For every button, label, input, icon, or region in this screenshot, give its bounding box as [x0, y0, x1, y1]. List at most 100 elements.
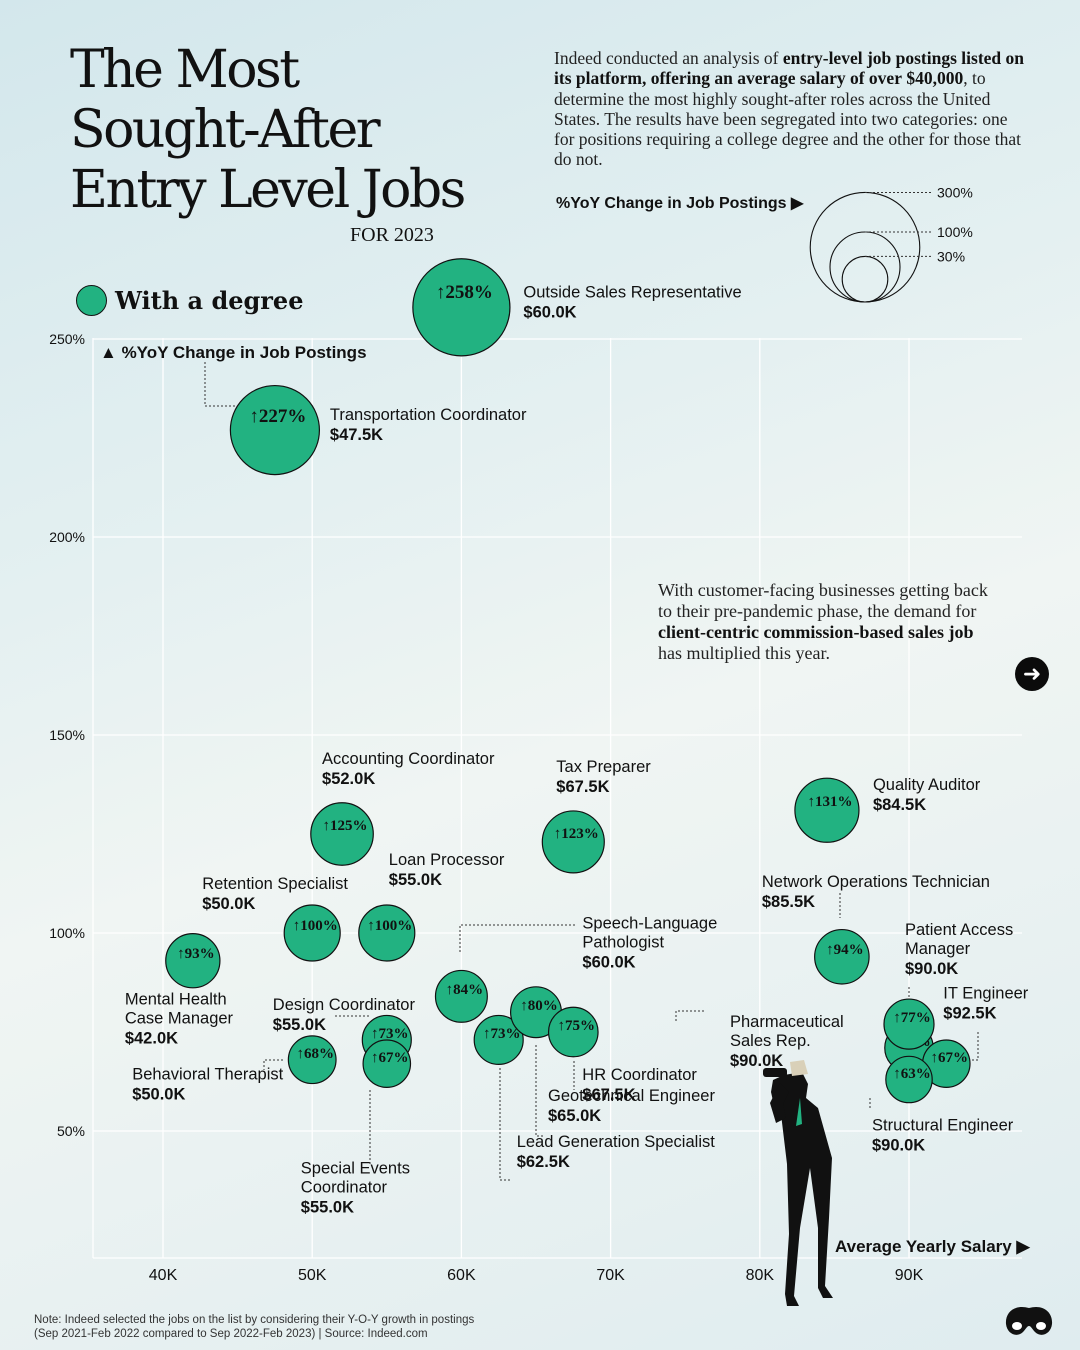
annotation-part: With customer-facing businesses getting …: [658, 580, 988, 621]
point-salary-label: $42.0K: [125, 1030, 178, 1048]
x-tick-label: 70K: [596, 1267, 625, 1284]
point-salary-label: $55.0K: [273, 1016, 326, 1034]
point-name-label: Outside Sales Representative: [523, 283, 741, 301]
size-legend-label: 100%: [937, 224, 973, 240]
bubble-value-label: ↑75%: [558, 1018, 596, 1034]
point-name-label: Case Manager: [125, 1010, 234, 1028]
bubble-value-label: ↑73%: [483, 1026, 521, 1042]
bubble: [885, 1055, 933, 1104]
point-name-label: Structural Engineer: [872, 1117, 1014, 1135]
point-name-label: Pathologist: [582, 933, 664, 951]
bubble-value-label: ↑77%: [893, 1010, 931, 1026]
triangle-up-icon: ▲: [100, 343, 117, 362]
point-salary-label: $52.0K: [322, 770, 375, 788]
y-tick-label: 150%: [49, 727, 85, 743]
point-salary-label: $55.0K: [301, 1199, 354, 1217]
y-axis-label: ▲ %YoY Change in Job Postings: [100, 343, 367, 363]
bubble: [814, 928, 870, 985]
bubble: [287, 1035, 337, 1085]
x-tick-label: 90K: [895, 1267, 924, 1284]
leader-line: [675, 1010, 705, 1021]
bubble-value-label: ↑123%: [554, 826, 599, 842]
point-salary-label: $60.0K: [523, 303, 576, 321]
point-salary-label: $65.0K: [548, 1107, 601, 1125]
point-name-label: Accounting Coordinator: [322, 750, 495, 768]
bubble-value-label: ↑63%: [893, 1066, 931, 1082]
bubble-value-label: ↑84%: [446, 982, 484, 998]
y-tick-label: 50%: [57, 1123, 85, 1139]
size-legend-circle: [809, 191, 921, 303]
x-tick-label: 50K: [298, 1267, 327, 1284]
x-tick-label: 60K: [447, 1267, 476, 1284]
point-salary-label: $50.0K: [132, 1086, 185, 1104]
point-name-label: Network Operations Technician: [762, 873, 990, 891]
bubble: [362, 1039, 412, 1088]
annotation-text: With customer-facing businesses getting …: [658, 580, 988, 664]
size-legend-label: 300%: [937, 184, 973, 200]
point-name-label: Behavioral Therapist: [132, 1066, 283, 1084]
point-salary-label: $85.5K: [762, 893, 815, 911]
point-salary-label: $90.0K: [730, 1052, 783, 1070]
bubble-value-label: ↑131%: [807, 794, 852, 810]
title-year: FOR 2023: [350, 224, 434, 246]
leader-line: [459, 924, 575, 952]
bubble: [541, 810, 605, 874]
bubble: [794, 777, 860, 843]
y-tick-label: 100%: [49, 925, 85, 941]
size-legend-title-text: %YoY Change in Job Postings: [556, 195, 787, 212]
leader-line: [962, 1032, 979, 1061]
leader-line: [499, 1068, 510, 1181]
brand-logo-icon: [1005, 1306, 1053, 1335]
x-tick-label: 80K: [746, 1267, 775, 1284]
bubble-value-label: ↑73%: [371, 1026, 409, 1042]
bubble-value-label: ↑227%: [249, 406, 306, 427]
point-name-label: Loan Processor: [389, 851, 505, 869]
point-name-label: Sales Rep.: [730, 1032, 811, 1050]
point-salary-label: $62.5K: [517, 1153, 570, 1171]
page-title: The Most Sought-After Entry Level Jobs: [70, 40, 466, 220]
bubble: [883, 998, 935, 1050]
point-salary-label: $90.0K: [905, 960, 958, 978]
point-salary-label: $47.5K: [330, 426, 383, 444]
bubble-value-label: ↑80%: [520, 998, 558, 1014]
bubble: [358, 904, 416, 962]
point-name-label: Retention Specialist: [202, 875, 348, 893]
y-tick-label: 250%: [49, 331, 85, 347]
bubble: [412, 258, 511, 357]
point-name-label: Manager: [905, 940, 971, 958]
annotation-bold: client-centric commission-based sales jo…: [658, 622, 974, 642]
source-note-line: Note: Indeed selected the jobs on the li…: [34, 1314, 475, 1326]
bubble-value-label: ↑67%: [931, 1050, 969, 1066]
x-axis-label-text: Average Yearly Salary: [835, 1237, 1012, 1256]
point-name-label: Geotechnical Engineer: [548, 1087, 715, 1105]
source-note: Note: Indeed selected the jobs on the li…: [34, 1313, 474, 1341]
point-salary-label: $90.0K: [872, 1137, 925, 1155]
point-salary-label: $92.5K: [943, 1005, 996, 1023]
x-tick-label: 40K: [149, 1267, 178, 1284]
bubble-value-label: ↑67%: [371, 1050, 409, 1066]
leader-line: [204, 362, 235, 407]
point-name-label: Pharmaceutical: [730, 1013, 844, 1031]
intro-text-part: Indeed conducted an analysis of: [554, 48, 783, 68]
bubble: [229, 384, 321, 476]
point-name-label: Transportation Coordinator: [330, 406, 527, 424]
bubble-value-label: ↑258%: [436, 282, 493, 303]
point-salary-label: $84.5K: [873, 796, 926, 814]
bubble-value-label: ↑100%: [293, 918, 338, 934]
intro-text-bold-amount: $40,000: [906, 68, 964, 89]
leader-line: [263, 1059, 283, 1070]
point-name-label: Coordinator: [301, 1179, 388, 1197]
next-button[interactable]: ➜: [1015, 657, 1049, 691]
point-name-label: Special Events: [301, 1160, 410, 1178]
intro-text-bold: entry-level job postings listed on its p…: [554, 48, 1025, 89]
bubble: [310, 802, 374, 866]
point-name-label: Mental Health: [125, 991, 227, 1009]
size-legend-title: %YoY Change in Job Postings ▶: [556, 193, 803, 213]
bubble-value-label: ↑93%: [177, 946, 215, 962]
point-name-label: Speech-Language: [582, 914, 717, 932]
leader-line: [535, 1045, 545, 1137]
y-tick-label: 200%: [49, 529, 85, 545]
point-name-label: Design Coordinator: [273, 996, 416, 1014]
bubble: [434, 969, 488, 1023]
